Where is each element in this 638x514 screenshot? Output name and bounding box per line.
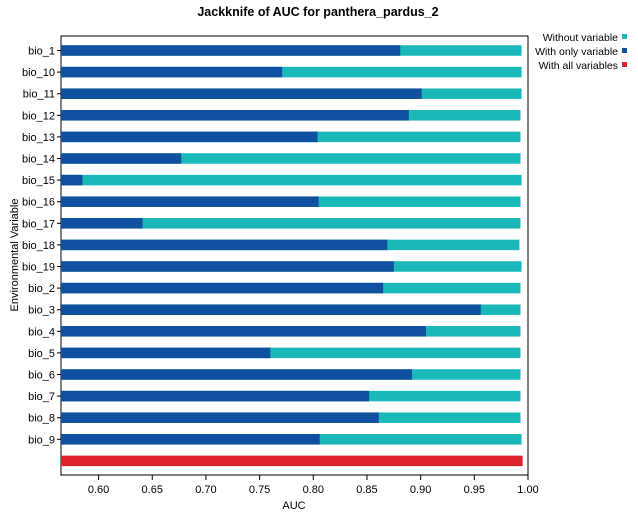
- bar-only-bio_5: [61, 347, 271, 359]
- bar-only-bio_8: [61, 412, 379, 423]
- bar-only-bio_18: [61, 239, 388, 251]
- bar-only-bio_13: [61, 131, 318, 143]
- y-tick-label: bio_17: [22, 218, 55, 230]
- bar-only-bio_15: [61, 174, 83, 186]
- x-tick-label: 0.95: [464, 484, 485, 496]
- legend-label: With all variables: [539, 60, 618, 72]
- y-tick-label: bio_1: [28, 46, 55, 58]
- legend-swatch: [622, 34, 627, 39]
- bar-without-bio_15: [61, 174, 522, 186]
- bar-with-all-variables: [61, 455, 523, 467]
- plot-area: [60, 35, 529, 476]
- legend: Without variable With only variable With a…: [535, 32, 627, 72]
- bar-without-bio_5: [61, 347, 521, 359]
- x-tick-label: 0.70: [195, 484, 216, 496]
- y-tick-label: bio_8: [28, 413, 55, 425]
- x-axis: 0.60 0.65 0.70 0.75 0.80 0.85 0.90 0.95 1.00: [88, 475, 539, 496]
- bar-only-bio_7: [61, 390, 370, 402]
- bar-only-bio_9: [61, 434, 320, 445]
- legend-label: With only variable: [535, 46, 618, 58]
- bar-only-bio_16: [61, 196, 319, 207]
- legend-swatch: [622, 48, 627, 53]
- x-axis-label: AUC: [282, 500, 305, 512]
- x-tick-label: 0.85: [356, 484, 377, 496]
- bar-only-bio_2: [61, 282, 384, 294]
- bar-only-bio_17: [61, 218, 143, 229]
- y-tick-label: bio_13: [22, 132, 55, 144]
- y-axis-label: Environmental Variable: [9, 199, 21, 312]
- legend-swatch: [622, 62, 627, 67]
- y-tick-label: bio_14: [22, 154, 55, 166]
- bar-only-bio_10: [61, 66, 283, 78]
- bar-without-bio_10: [61, 66, 522, 78]
- y-tick-label: bio_9: [28, 434, 55, 446]
- y-tick-label: bio_12: [22, 110, 55, 122]
- y-tick-label: bio_3: [28, 305, 55, 317]
- x-tick-label: 1.00: [517, 484, 538, 496]
- y-tick-label: bio_5: [28, 348, 55, 360]
- bar-without-bio_17: [61, 218, 521, 229]
- y-axis: bio_1 bio_10 bio_11 bio_12 bio_13 bio_14 bio_1…: [22, 46, 61, 446]
- y-tick-label: bio_16: [22, 197, 55, 209]
- plot-marks: [61, 45, 523, 467]
- x-tick-label: 0.65: [142, 484, 163, 496]
- y-tick-label: bio_19: [22, 262, 55, 274]
- chart-title: Jackknife of AUC for panthera_pardus_2: [197, 5, 438, 19]
- y-tick-label: bio_4: [28, 326, 55, 338]
- bar-only-bio_1: [61, 45, 401, 56]
- y-tick-label: bio_18: [22, 240, 55, 252]
- bar-only-bio_12: [61, 110, 409, 121]
- bar-only-bio_14: [61, 153, 182, 164]
- y-tick-label: bio_15: [22, 175, 55, 187]
- bar-only-bio_4: [61, 326, 427, 337]
- legend-label: Without variable: [543, 32, 618, 44]
- y-tick-label: bio_2: [28, 283, 55, 295]
- bar-only-bio_3: [61, 304, 481, 315]
- bar-only-bio_6: [61, 369, 413, 380]
- x-tick-label: 0.90: [410, 484, 431, 496]
- y-tick-label: bio_11: [23, 89, 55, 101]
- x-tick-label: 0.75: [249, 484, 270, 496]
- bar-only-bio_19: [61, 261, 394, 272]
- y-tick-label: bio_7: [28, 391, 55, 403]
- bar-without-bio_14: [61, 153, 521, 164]
- x-tick-label: 0.60: [88, 484, 109, 496]
- y-tick-label: bio_10: [22, 67, 55, 79]
- x-tick-label: 0.80: [303, 484, 324, 496]
- bar-only-bio_11: [61, 88, 422, 99]
- y-tick-label: bio_6: [28, 370, 55, 382]
